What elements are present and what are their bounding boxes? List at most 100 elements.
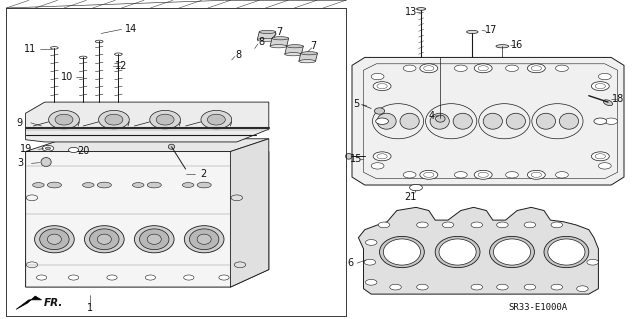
Text: 4: 4 bbox=[428, 111, 435, 121]
Circle shape bbox=[454, 172, 467, 178]
Ellipse shape bbox=[285, 53, 301, 56]
Text: SR33-E1000A: SR33-E1000A bbox=[508, 303, 567, 312]
Ellipse shape bbox=[490, 236, 534, 268]
Circle shape bbox=[598, 73, 611, 80]
Ellipse shape bbox=[417, 8, 426, 10]
Ellipse shape bbox=[49, 110, 79, 129]
Circle shape bbox=[184, 275, 194, 280]
Ellipse shape bbox=[95, 40, 103, 43]
Text: 1: 1 bbox=[86, 303, 93, 314]
Text: 5: 5 bbox=[353, 99, 360, 109]
Text: 18: 18 bbox=[611, 94, 624, 104]
Polygon shape bbox=[16, 296, 42, 309]
Ellipse shape bbox=[430, 113, 449, 129]
Ellipse shape bbox=[115, 53, 122, 56]
Ellipse shape bbox=[55, 114, 73, 125]
Circle shape bbox=[45, 147, 51, 150]
Ellipse shape bbox=[536, 113, 556, 129]
Circle shape bbox=[365, 240, 377, 245]
Circle shape bbox=[591, 82, 609, 91]
Ellipse shape bbox=[377, 113, 396, 129]
Ellipse shape bbox=[287, 45, 303, 48]
Circle shape bbox=[471, 222, 483, 228]
Ellipse shape bbox=[506, 113, 525, 129]
Circle shape bbox=[556, 65, 568, 71]
Ellipse shape bbox=[201, 110, 232, 129]
Circle shape bbox=[551, 284, 563, 290]
Ellipse shape bbox=[51, 47, 58, 49]
Ellipse shape bbox=[40, 229, 69, 249]
Text: 8: 8 bbox=[258, 37, 264, 47]
Ellipse shape bbox=[189, 229, 219, 249]
Ellipse shape bbox=[41, 158, 51, 167]
Ellipse shape bbox=[439, 239, 476, 265]
Circle shape bbox=[378, 222, 390, 228]
Circle shape bbox=[420, 170, 438, 179]
Ellipse shape bbox=[383, 239, 420, 265]
Ellipse shape bbox=[150, 110, 180, 129]
Circle shape bbox=[551, 222, 563, 228]
Ellipse shape bbox=[380, 236, 424, 268]
Polygon shape bbox=[26, 139, 269, 152]
Circle shape bbox=[556, 172, 568, 178]
Ellipse shape bbox=[156, 114, 174, 125]
Circle shape bbox=[364, 259, 376, 265]
Ellipse shape bbox=[197, 182, 211, 188]
Text: 3: 3 bbox=[17, 158, 24, 168]
Text: 14: 14 bbox=[125, 24, 138, 34]
Circle shape bbox=[474, 64, 492, 73]
Circle shape bbox=[420, 64, 438, 73]
Text: 17: 17 bbox=[485, 25, 498, 35]
Ellipse shape bbox=[182, 182, 194, 188]
Ellipse shape bbox=[299, 60, 316, 63]
Ellipse shape bbox=[270, 45, 287, 48]
Text: 19: 19 bbox=[19, 144, 32, 154]
Text: 7: 7 bbox=[310, 41, 317, 51]
Ellipse shape bbox=[301, 52, 317, 55]
Ellipse shape bbox=[184, 226, 224, 253]
Circle shape bbox=[577, 286, 588, 292]
Ellipse shape bbox=[548, 239, 585, 265]
Ellipse shape bbox=[140, 229, 169, 249]
Text: 16: 16 bbox=[511, 40, 524, 50]
Ellipse shape bbox=[97, 234, 111, 244]
Circle shape bbox=[454, 65, 467, 71]
Ellipse shape bbox=[257, 38, 274, 41]
Circle shape bbox=[410, 184, 422, 191]
Ellipse shape bbox=[147, 234, 161, 244]
Text: 21: 21 bbox=[404, 191, 417, 202]
Circle shape bbox=[68, 275, 79, 280]
Polygon shape bbox=[358, 207, 598, 294]
Polygon shape bbox=[26, 102, 269, 142]
Ellipse shape bbox=[197, 234, 211, 244]
Ellipse shape bbox=[400, 113, 419, 129]
Ellipse shape bbox=[559, 113, 579, 129]
Circle shape bbox=[524, 284, 536, 290]
Circle shape bbox=[417, 284, 428, 290]
Circle shape bbox=[594, 118, 607, 124]
Circle shape bbox=[365, 279, 377, 285]
Ellipse shape bbox=[99, 110, 129, 129]
Ellipse shape bbox=[90, 229, 119, 249]
Polygon shape bbox=[270, 38, 289, 46]
Ellipse shape bbox=[83, 182, 94, 188]
Circle shape bbox=[497, 222, 508, 228]
Circle shape bbox=[371, 73, 384, 80]
Circle shape bbox=[587, 259, 598, 265]
Ellipse shape bbox=[374, 108, 385, 114]
Circle shape bbox=[474, 170, 492, 179]
Ellipse shape bbox=[496, 45, 509, 48]
Ellipse shape bbox=[604, 100, 612, 106]
Circle shape bbox=[524, 222, 536, 228]
Ellipse shape bbox=[134, 226, 174, 253]
Ellipse shape bbox=[47, 234, 61, 244]
Ellipse shape bbox=[79, 56, 87, 59]
Polygon shape bbox=[352, 57, 624, 185]
Circle shape bbox=[371, 163, 384, 169]
Ellipse shape bbox=[97, 182, 111, 188]
Circle shape bbox=[376, 118, 388, 124]
Ellipse shape bbox=[168, 144, 175, 149]
Text: 10: 10 bbox=[61, 72, 74, 82]
Ellipse shape bbox=[346, 153, 352, 159]
Text: 13: 13 bbox=[405, 7, 418, 17]
